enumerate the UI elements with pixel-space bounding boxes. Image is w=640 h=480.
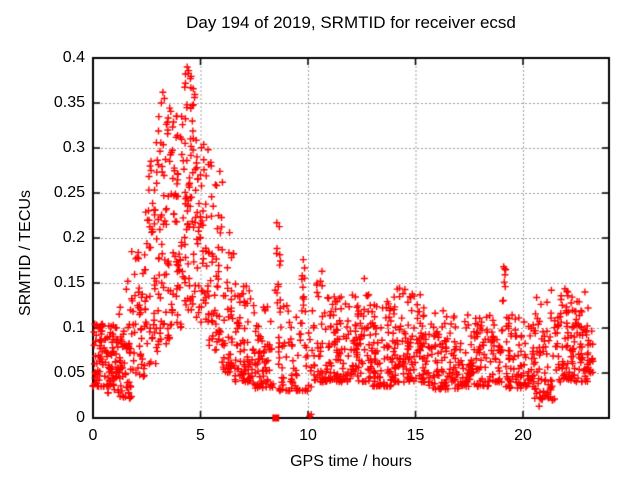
x-axis-title: GPS time / hours xyxy=(290,453,412,470)
x-tick-label: 10 xyxy=(299,427,317,444)
y-tick-label: 0.35 xyxy=(53,94,85,111)
y-tick-label: 0 xyxy=(76,409,85,426)
y-tick-label: 0.15 xyxy=(53,274,85,291)
y-tick-label: 0.2 xyxy=(62,229,85,246)
x-tick-label: 15 xyxy=(406,427,425,444)
y-tick-label: 0.3 xyxy=(62,139,85,156)
x-tick-label: 5 xyxy=(196,427,205,444)
y-tick-label: 0.05 xyxy=(53,364,85,381)
chart-title: Day 194 of 2019, SRMTID for receiver ecs… xyxy=(186,13,516,32)
x-tick-label: 0 xyxy=(88,427,98,444)
y-tick-label: 0.25 xyxy=(53,184,85,201)
x-tick-label: 20 xyxy=(514,427,532,444)
y-tick-label: 0.1 xyxy=(62,319,85,336)
y-tick-label: 0.4 xyxy=(62,49,85,66)
